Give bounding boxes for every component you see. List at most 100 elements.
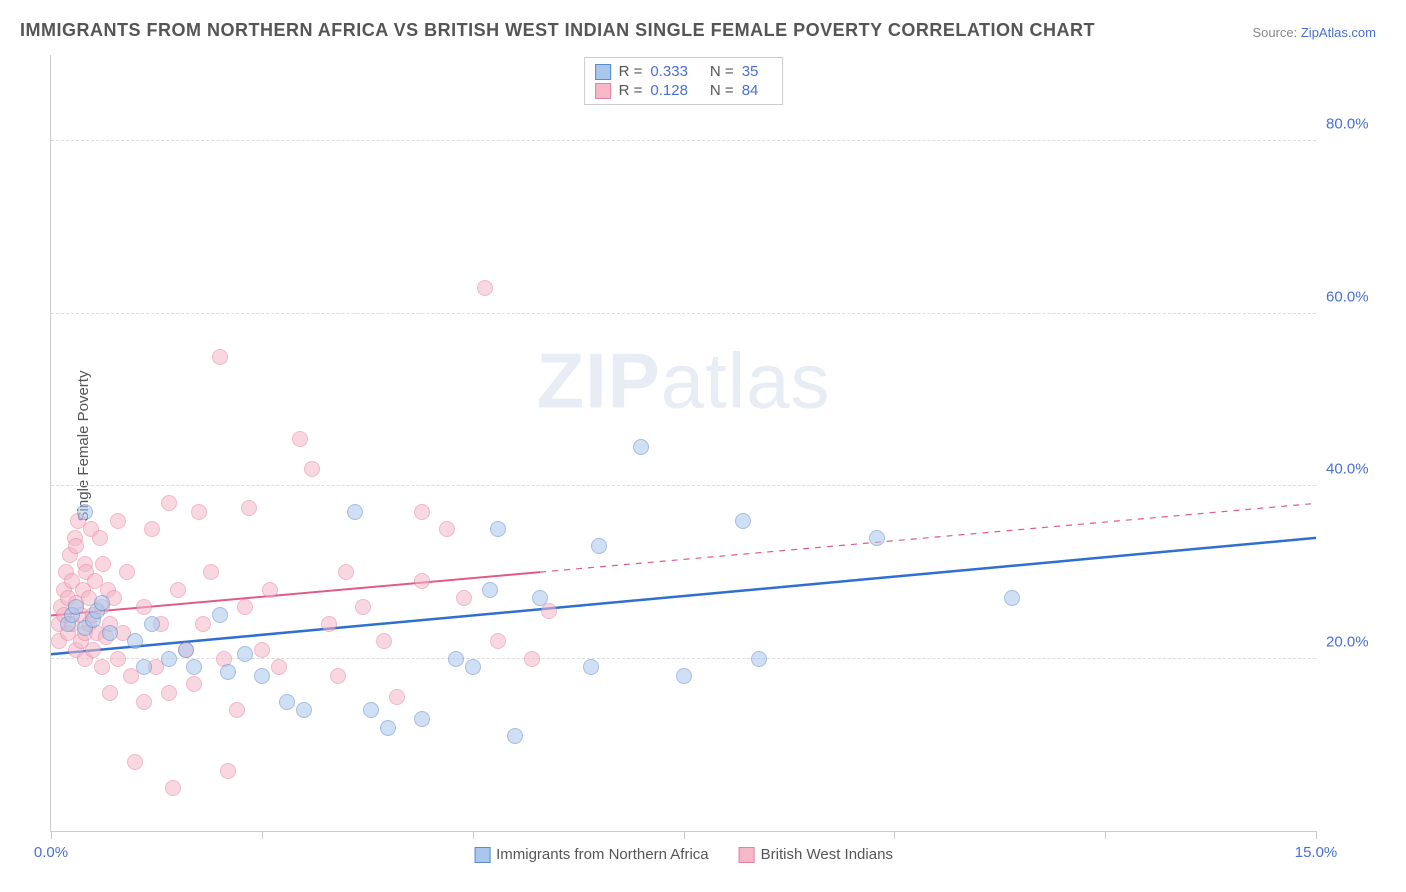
r-value: 0.333 — [650, 63, 688, 80]
scatter-point — [220, 664, 236, 680]
scatter-point — [237, 599, 253, 615]
scatter-point — [524, 651, 540, 667]
scatter-point — [330, 668, 346, 684]
scatter-point — [94, 659, 110, 675]
scatter-point — [212, 607, 228, 623]
legend-stats-row: R = 0.128 N = 84 — [595, 81, 773, 100]
r-label: R = — [619, 82, 643, 99]
scatter-point — [220, 763, 236, 779]
scatter-point — [482, 582, 498, 598]
scatter-point — [477, 280, 493, 296]
scatter-point — [490, 521, 506, 537]
scatter-point — [676, 668, 692, 684]
scatter-point — [296, 702, 312, 718]
scatter-point — [869, 530, 885, 546]
scatter-point — [279, 694, 295, 710]
scatter-point — [321, 616, 337, 632]
scatter-point — [591, 538, 607, 554]
legend-swatch-icon — [474, 847, 490, 863]
scatter-point — [178, 642, 194, 658]
x-tick — [684, 831, 685, 839]
scatter-point — [262, 582, 278, 598]
scatter-point — [254, 642, 270, 658]
legend-swatch-icon — [595, 64, 611, 80]
scatter-point — [95, 556, 111, 572]
scatter-point — [68, 538, 84, 554]
x-tick — [262, 831, 263, 839]
scatter-point — [136, 659, 152, 675]
scatter-point — [144, 521, 160, 537]
scatter-point — [94, 595, 110, 611]
scatter-point — [191, 504, 207, 520]
gridline — [51, 313, 1316, 314]
x-tick-label: 0.0% — [34, 844, 68, 861]
watermark-bold: ZIP — [536, 336, 660, 424]
scatter-point — [347, 504, 363, 520]
scatter-point — [136, 694, 152, 710]
scatter-point — [376, 633, 392, 649]
scatter-point — [355, 599, 371, 615]
y-tick-label: 40.0% — [1326, 461, 1386, 478]
scatter-point — [110, 651, 126, 667]
source-prefix: Source: — [1252, 25, 1300, 40]
legend-stats: R = 0.333 N = 35 R = 0.128 N = 84 — [584, 57, 784, 105]
scatter-point — [465, 659, 481, 675]
gridline — [51, 140, 1316, 141]
n-value: 35 — [742, 63, 759, 80]
scatter-point — [195, 616, 211, 632]
legend-swatch-icon — [739, 847, 755, 863]
source-link[interactable]: ZipAtlas.com — [1301, 25, 1376, 40]
legend-stats-row: R = 0.333 N = 35 — [595, 62, 773, 81]
scatter-point — [414, 573, 430, 589]
scatter-point — [735, 513, 751, 529]
scatter-point — [127, 633, 143, 649]
scatter-point — [161, 651, 177, 667]
legend-swatch-icon — [595, 83, 611, 99]
watermark-light: atlas — [661, 336, 831, 424]
legend-series-label: Immigrants from Northern Africa — [496, 846, 709, 863]
scatter-point — [77, 504, 93, 520]
x-tick — [1316, 831, 1317, 839]
scatter-point — [633, 439, 649, 455]
scatter-point — [490, 633, 506, 649]
scatter-point — [144, 616, 160, 632]
n-label: N = — [710, 63, 734, 80]
x-tick-label: 15.0% — [1295, 844, 1338, 861]
scatter-point — [102, 685, 118, 701]
x-tick — [51, 831, 52, 839]
scatter-point — [212, 349, 228, 365]
r-label: R = — [619, 63, 643, 80]
scatter-point — [751, 651, 767, 667]
scatter-point — [161, 495, 177, 511]
scatter-point — [380, 720, 396, 736]
scatter-point — [456, 590, 472, 606]
scatter-point — [304, 461, 320, 477]
scatter-point — [237, 646, 253, 662]
scatter-point — [414, 711, 430, 727]
scatter-point — [507, 728, 523, 744]
gridline — [51, 485, 1316, 486]
x-tick — [473, 831, 474, 839]
scatter-point — [165, 780, 181, 796]
scatter-point — [119, 564, 135, 580]
x-tick — [894, 831, 895, 839]
scatter-point — [127, 754, 143, 770]
scatter-point — [241, 500, 257, 516]
scatter-point — [532, 590, 548, 606]
scatter-point — [292, 431, 308, 447]
scatter-point — [186, 676, 202, 692]
legend-series: Immigrants from Northern Africa British … — [474, 846, 893, 863]
scatter-point — [110, 513, 126, 529]
scatter-point — [271, 659, 287, 675]
y-tick-label: 80.0% — [1326, 116, 1386, 133]
scatter-point — [338, 564, 354, 580]
chart-plot-area: ZIPatlas R = 0.333 N = 35 R = 0.128 N = … — [50, 55, 1316, 832]
legend-series-label: British West Indians — [761, 846, 893, 863]
y-tick-label: 20.0% — [1326, 633, 1386, 650]
scatter-point — [186, 659, 202, 675]
n-label: N = — [710, 82, 734, 99]
n-value: 84 — [742, 82, 759, 99]
scatter-point — [414, 504, 430, 520]
scatter-point — [389, 689, 405, 705]
scatter-point — [203, 564, 219, 580]
